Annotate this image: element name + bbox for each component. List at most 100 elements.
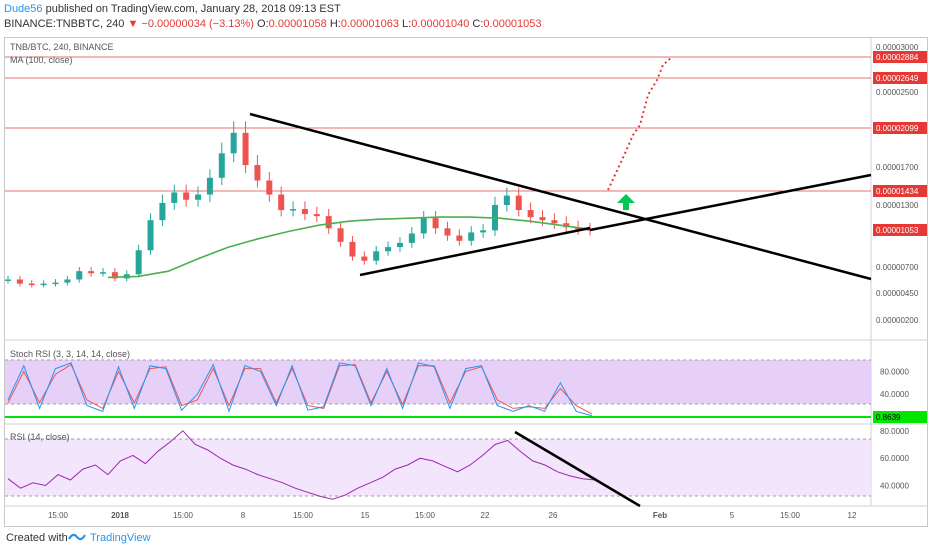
candle-body-0[interactable] <box>5 279 11 281</box>
author-link[interactable]: Dude56 <box>4 3 43 15</box>
change-value: ▼ −0.00000034 (−3.13%) <box>127 18 254 30</box>
candles[interactable] <box>5 121 593 288</box>
candle-body-46[interactable] <box>551 220 558 224</box>
support-trendline[interactable] <box>359 226 591 277</box>
time-tick-5: 15 <box>361 511 370 520</box>
rsi-axis[interactable]: 80.0000 60.0000 40.0000 <box>880 427 909 491</box>
candle-body-9[interactable] <box>111 272 118 279</box>
candle-body-32[interactable] <box>385 247 392 252</box>
candle-body-33[interactable] <box>396 242 403 248</box>
candle-body-45[interactable] <box>539 217 546 221</box>
chart-header: Dude56 published on TradingView.com, Jan… <box>0 0 932 34</box>
candle-body-37[interactable] <box>444 228 451 236</box>
candle-body-30[interactable] <box>361 256 368 261</box>
candle-body-28[interactable] <box>337 228 344 242</box>
candle-body-20[interactable] <box>242 132 249 166</box>
candle-body-36[interactable] <box>432 218 439 229</box>
candle-body-6[interactable] <box>76 271 83 280</box>
candle-body-15[interactable] <box>183 192 190 200</box>
time-axis[interactable]: 15:00 2018 15:00 8 15:00 15 15:00 22 26 Feb 5 15:00… <box>48 511 857 520</box>
price-tick-1: 0.00002500 <box>876 88 919 97</box>
candle-body-19[interactable] <box>230 132 237 154</box>
price-badge-2 <box>873 122 927 134</box>
candle-body-21[interactable] <box>254 165 261 181</box>
candle-body-42[interactable] <box>503 195 510 205</box>
candle-body-13[interactable] <box>159 202 166 221</box>
candle-body-2[interactable] <box>28 283 35 286</box>
time-tick-7: 22 <box>481 511 490 520</box>
candle-body-18[interactable] <box>218 153 225 178</box>
ohlc-h-label: H: <box>329 18 341 30</box>
descending-trendline[interactable] <box>249 112 872 281</box>
candle-body-49[interactable] <box>587 229 593 231</box>
candle-body-31[interactable] <box>373 251 380 261</box>
main-legend-ma: MA (100, close) <box>10 55 73 65</box>
up-arrow <box>617 194 635 210</box>
ascending-trendline[interactable] <box>589 173 872 232</box>
time-tick-6: 15:00 <box>415 511 436 520</box>
candle-body-3[interactable] <box>40 283 47 286</box>
candle-body-27[interactable] <box>325 216 332 229</box>
tradingview-logo-icon[interactable] <box>67 530 87 544</box>
price-tick-6: 0.00000200 <box>876 316 919 325</box>
rsi-line[interactable] <box>7 430 596 500</box>
candle-body-39[interactable] <box>468 232 475 241</box>
chart-frame[interactable] <box>4 37 928 527</box>
candle-body-43[interactable] <box>515 195 522 211</box>
time-tick-11: 15:00 <box>780 511 801 520</box>
stoch-k-line[interactable] <box>7 362 593 417</box>
ohlc-o: 0.00001058 <box>268 18 327 30</box>
horizontal-levels[interactable] <box>5 56 871 192</box>
price-tick-3: 0.00001300 <box>876 201 919 210</box>
stoch-axis[interactable]: 80.0000 40.0000 0.8639 <box>873 367 927 423</box>
candle-body-8[interactable] <box>100 272 107 274</box>
price-badges: 0.00002884 0.00002649 0.00002099 0.00001434… <box>873 51 927 236</box>
stoch-value-label: 0.8639 <box>876 413 901 422</box>
price-badge-0 <box>873 51 927 63</box>
created-with: Created with <box>6 532 68 544</box>
projection-path[interactable] <box>607 56 673 191</box>
main-legend-symbol: TNB/BTC, 240, BINANCE <box>10 42 114 52</box>
rsi-tick-2: 40.0000 <box>880 482 909 491</box>
candle-body-11[interactable] <box>135 250 142 275</box>
candle-body-12[interactable] <box>147 220 154 251</box>
price-badge-label-2: 0.00002099 <box>876 124 919 133</box>
ma-line[interactable] <box>107 216 591 279</box>
candle-body-23[interactable] <box>278 194 285 211</box>
price-badge-label-3: 0.00001434 <box>876 187 919 196</box>
stoch-tick-0: 80.0000 <box>880 367 909 376</box>
rsi-band <box>5 439 871 496</box>
ohlc-c-label: C: <box>472 18 484 30</box>
candle-body-29[interactable] <box>349 241 356 257</box>
candle-body-5[interactable] <box>64 279 71 283</box>
candle-body-34[interactable] <box>408 233 415 243</box>
candle-body-40[interactable] <box>480 230 487 233</box>
candle-body-14[interactable] <box>171 192 178 203</box>
candle-body-1[interactable] <box>16 279 23 284</box>
candle-body-35[interactable] <box>420 218 427 234</box>
candle-body-4[interactable] <box>52 282 59 285</box>
time-tick-10: 5 <box>730 511 735 520</box>
publish-info: published on TradingView.com, January 28… <box>45 3 341 15</box>
candle-body-44[interactable] <box>527 210 534 218</box>
time-tick-4: 15:00 <box>293 511 314 520</box>
time-tick-3: 8 <box>241 511 246 520</box>
time-tick-0: 15:00 <box>48 511 69 520</box>
price-badge-label-4: 0.00001053 <box>876 226 919 235</box>
candle-body-24[interactable] <box>290 209 297 211</box>
price-axis[interactable]: 0.00003000 0.00002500 0.00001700 0.00001300… <box>876 43 919 325</box>
rsi-trendline[interactable] <box>514 430 641 508</box>
candle-body-38[interactable] <box>456 235 463 241</box>
candle-body-16[interactable] <box>195 194 202 200</box>
tradingview-brand[interactable]: TradingView <box>90 532 151 544</box>
candle-body-47[interactable] <box>563 223 570 228</box>
candle-body-17[interactable] <box>206 177 213 195</box>
price-tick-5: 0.00000450 <box>876 289 919 298</box>
candle-body-22[interactable] <box>266 180 273 195</box>
candle-body-25[interactable] <box>301 209 308 215</box>
ohlc-c: 0.00001053 <box>483 18 542 30</box>
candle-body-7[interactable] <box>88 271 95 274</box>
candle-body-26[interactable] <box>313 214 320 217</box>
price-badge-label-0: 0.00002884 <box>876 53 919 62</box>
